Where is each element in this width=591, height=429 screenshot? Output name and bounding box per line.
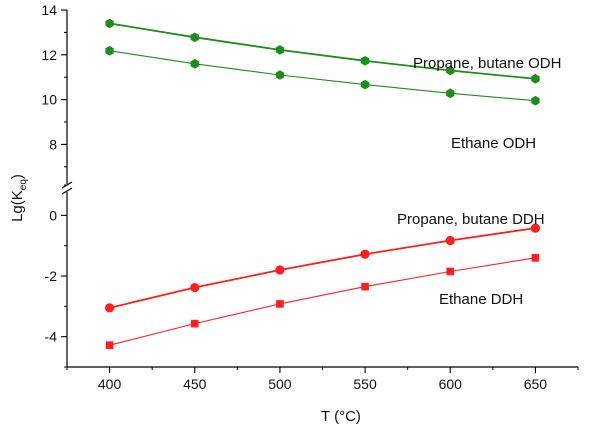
- series-line: [109, 22, 536, 80]
- x-tick-label: 600: [439, 376, 463, 392]
- data-point: [531, 254, 540, 262]
- series-label-ethane-odh: Ethane ODH: [451, 135, 536, 152]
- y-tick-label: 10: [41, 92, 57, 108]
- x-tick-label: 550: [353, 376, 377, 392]
- data-point: [105, 46, 114, 56]
- data-point: [445, 235, 455, 246]
- y-tick-label: 12: [41, 47, 57, 63]
- y-tick-label: 14: [41, 2, 57, 18]
- data-point: [530, 223, 541, 233]
- data-point: [275, 45, 285, 55]
- series-label-propane-butane-ddh: Propane, butane DDH: [397, 211, 545, 228]
- data-point: [104, 303, 115, 313]
- y-tick-label: 8: [49, 136, 57, 152]
- data-point: [360, 79, 370, 90]
- series-label-propane-butane-odh: Propane, butane ODH: [413, 55, 561, 72]
- data-point: [446, 88, 455, 99]
- y-tick-label: 0: [49, 207, 57, 223]
- y-tick-label: -2: [45, 268, 58, 284]
- series-layer: [104, 18, 541, 349]
- data-point: [446, 65, 455, 76]
- data-point: [276, 300, 284, 308]
- data-point: [275, 70, 285, 80]
- x-tick-label: 450: [183, 376, 207, 392]
- series-0: [105, 18, 540, 84]
- data-point: [361, 282, 369, 291]
- data-point: [531, 95, 540, 106]
- series-3: [105, 254, 540, 349]
- x-tick-label: 400: [98, 376, 122, 392]
- series-line: [109, 257, 536, 346]
- data-point: [190, 319, 199, 328]
- series-1: [105, 46, 540, 106]
- axis-ticks: 400 450 500 550 600 650 8 10 12 14 -4 -2 0: [41, 2, 579, 392]
- data-point: [360, 249, 370, 259]
- x-axis-label: T (°C): [321, 408, 361, 425]
- y-tick-label: -4: [45, 329, 58, 345]
- data-point: [190, 59, 199, 69]
- x-tick-label: 650: [524, 376, 548, 392]
- x-tick-label: 500: [268, 376, 292, 392]
- data-point: [190, 282, 200, 293]
- data-point: [446, 267, 455, 276]
- data-point: [105, 18, 114, 29]
- data-point: [105, 341, 114, 349]
- series-line: [109, 50, 536, 102]
- y-axis-label: Lg(Keq): [9, 174, 29, 222]
- data-point: [360, 56, 370, 66]
- data-point: [531, 74, 540, 84]
- data-point: [275, 265, 285, 275]
- series-label-ethane-ddh: Ethane DDH: [439, 291, 523, 308]
- series-line: [109, 227, 536, 309]
- axis-break-mark: [61, 187, 73, 195]
- data-point: [190, 32, 199, 43]
- series-2: [104, 223, 541, 313]
